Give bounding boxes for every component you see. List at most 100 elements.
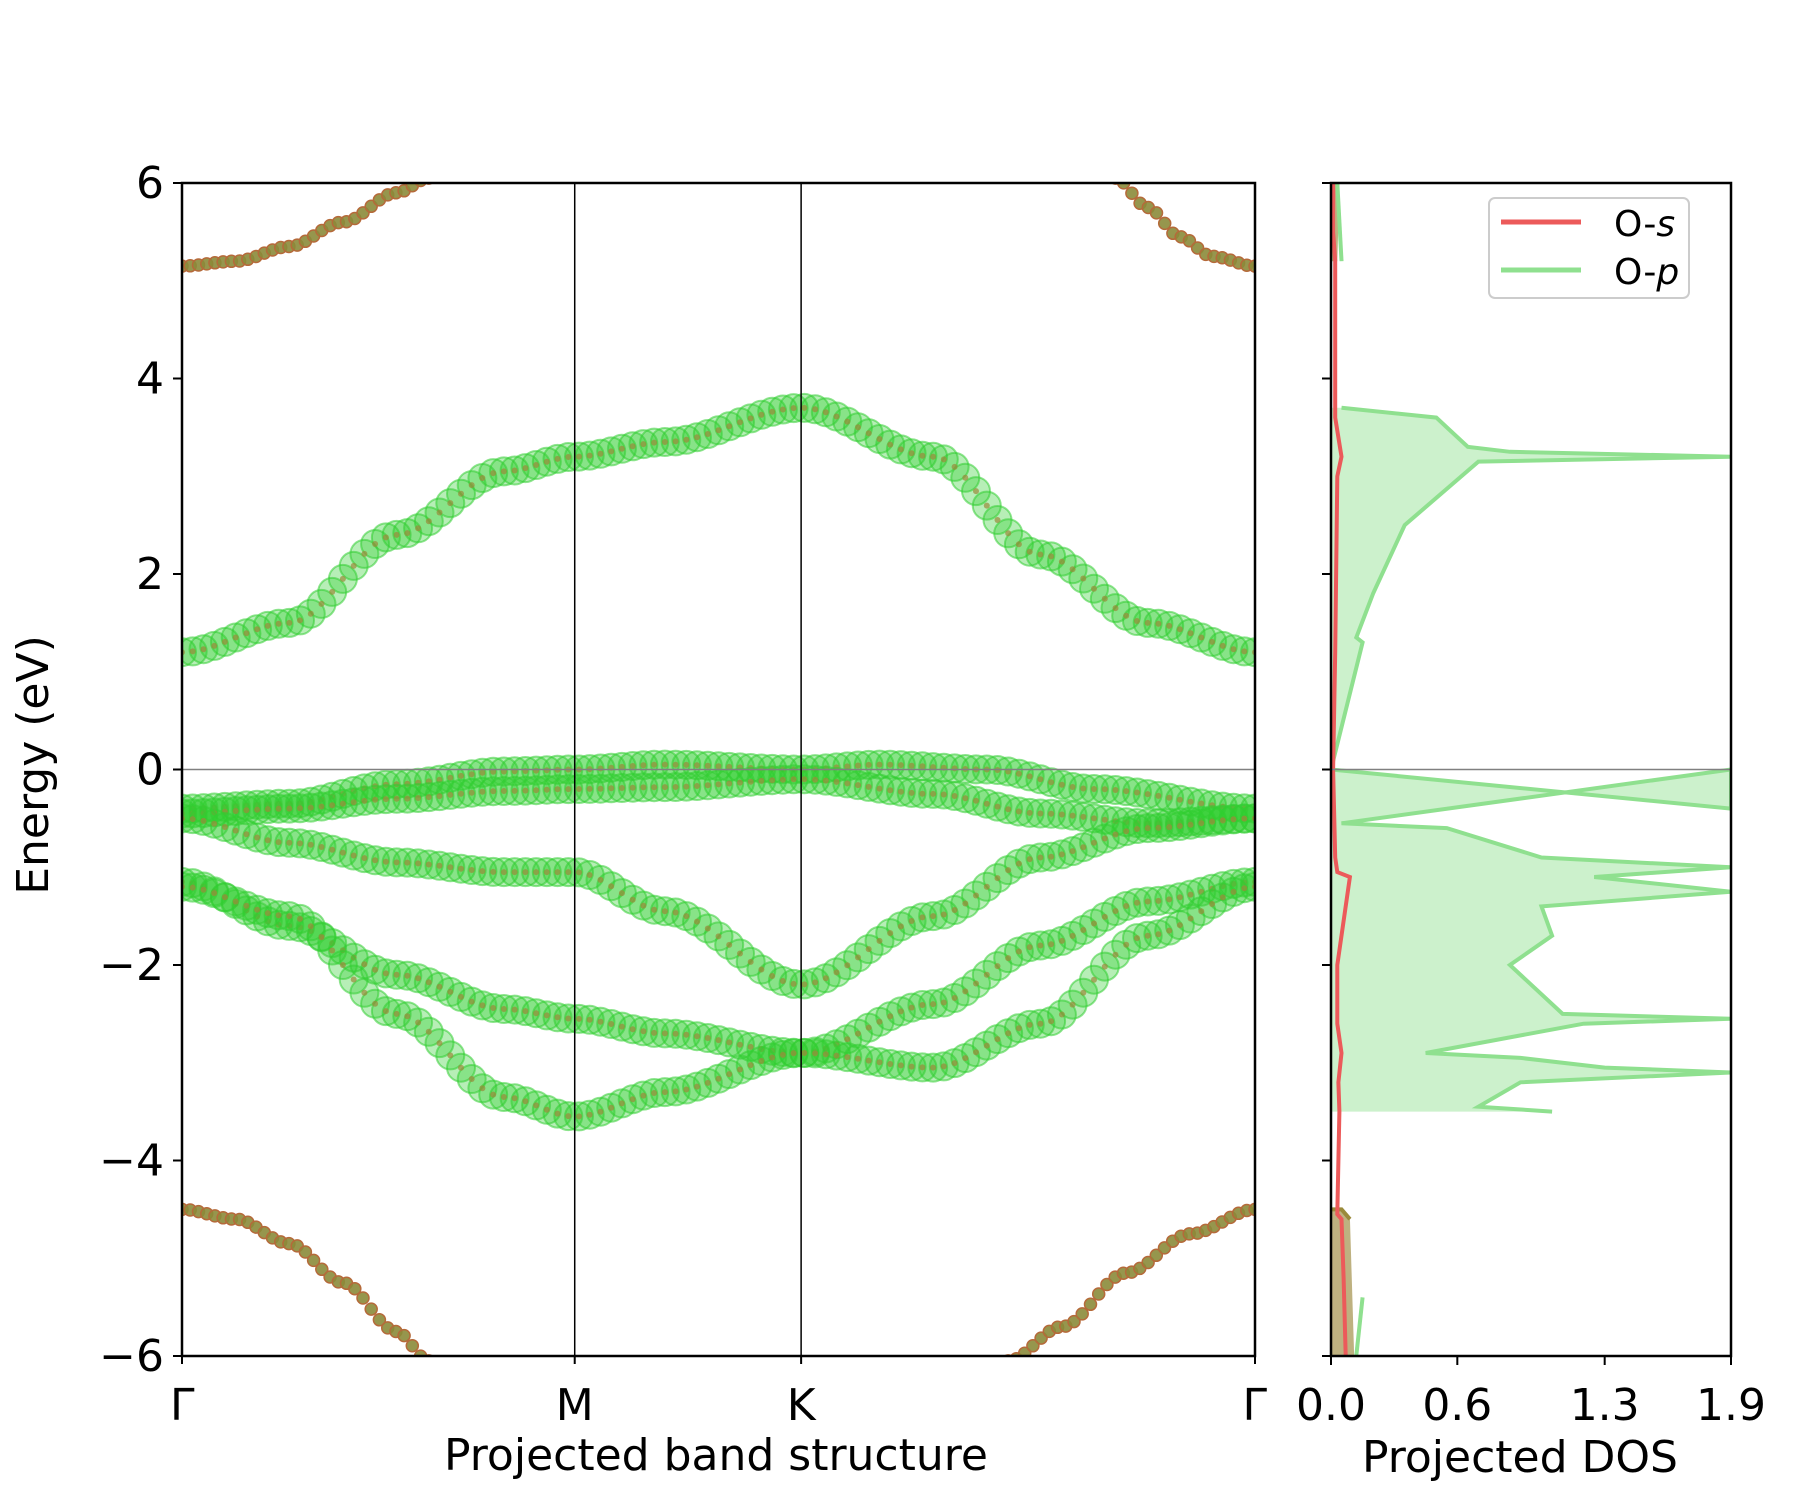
- o-s-inner-point: [769, 408, 776, 415]
- o-s-inner-point: [640, 784, 647, 791]
- o-s-inner-point: [897, 923, 904, 930]
- o-s-inner-point: [243, 902, 250, 909]
- o-s-inner-point: [661, 439, 668, 445]
- o-s-inner-point: [994, 963, 1001, 970]
- o-s-inner-point: [1069, 812, 1076, 819]
- o-s-inner-point: [1037, 810, 1044, 817]
- o-s-inner-point: [812, 979, 819, 986]
- o-s-inner-point: [855, 424, 861, 431]
- o-s-inner-point: [640, 1092, 647, 1099]
- o-s-inner-point: [1209, 818, 1216, 825]
- o-s-inner-point: [1091, 815, 1097, 822]
- o-s-inner-point: [586, 785, 593, 792]
- o-s-inner-point: [533, 869, 540, 876]
- o-s-inner-point: [737, 950, 743, 957]
- o-s-inner-point: [608, 883, 615, 890]
- o-s-inner-point: [618, 890, 625, 897]
- o-s-inner-point: [479, 1085, 486, 1092]
- o-s-inner-point: [801, 1050, 808, 1056]
- o-s-inner-point: [264, 837, 271, 844]
- o-s-inner-point: [500, 869, 507, 876]
- o-s-inner-point: [962, 900, 969, 907]
- o-s-inner-point: [726, 1071, 733, 1078]
- o-s-inner-point: [887, 1061, 894, 1067]
- o-s-inner-point: [865, 1024, 872, 1031]
- o-s-inner-point: [1005, 530, 1012, 537]
- o-s-inner-point: [211, 642, 218, 649]
- o-s-inner-point: [597, 1108, 604, 1115]
- o-s-inner-point: [565, 454, 572, 460]
- o-s-inner-point: [726, 941, 733, 948]
- o-s-inner-point: [618, 1023, 625, 1030]
- o-s-inner-point: [812, 776, 819, 783]
- o-s-inner-point: [404, 859, 411, 866]
- o-s-inner-point: [865, 430, 872, 437]
- o-s-inner-point: [597, 876, 604, 883]
- o-s-inner-point: [500, 1006, 507, 1012]
- o-s-inner-point: [425, 518, 432, 525]
- o-s-inner-point: [436, 862, 443, 869]
- o-s-inner-point: [715, 763, 722, 770]
- o-s-inner-point: [350, 976, 357, 983]
- o-s-inner-point: [382, 796, 389, 803]
- o-s-inner-point: [372, 1000, 379, 1007]
- o-s-inner-point: [1112, 908, 1119, 914]
- o-s-inner-point: [908, 918, 915, 924]
- o-s-point: [306, 1253, 321, 1268]
- o-s-inner-point: [447, 864, 454, 871]
- o-s-inner-point: [801, 404, 808, 411]
- o-s-inner-point: [726, 423, 733, 430]
- o-s-inner-point: [1101, 963, 1108, 970]
- o-s-inner-point: [329, 846, 336, 853]
- o-s-inner-point: [865, 1057, 872, 1064]
- o-s-inner-point: [297, 617, 303, 624]
- o-s-inner-point: [361, 550, 368, 557]
- o-s-inner-point: [1241, 815, 1248, 822]
- y-tick-label: 4: [136, 354, 164, 405]
- o-s-inner-point: [490, 1091, 497, 1098]
- pdos-x-tick-label: 0.6: [1422, 1380, 1492, 1431]
- o-s-inner-point: [1134, 789, 1140, 796]
- o-s-point: [1149, 1248, 1164, 1263]
- o-s-point: [1157, 216, 1172, 231]
- o-s-inner-point: [640, 902, 647, 909]
- o-s-inner-point: [576, 786, 582, 792]
- o-s-inner-point: [1101, 913, 1108, 920]
- o-s-inner-point: [415, 795, 422, 801]
- o-s-inner-point: [275, 805, 282, 812]
- o-s-inner-point: [1080, 575, 1087, 582]
- o-s-inner-point: [458, 790, 464, 797]
- o-s-inner-point: [393, 795, 400, 802]
- o-s-inner-point: [543, 458, 550, 465]
- o-s-inner-point: [393, 859, 400, 866]
- o-s-point: [356, 1291, 370, 1305]
- o-s-inner-point: [1155, 931, 1162, 938]
- o-s-inner-point: [1134, 935, 1140, 942]
- o-s-inner-point: [1015, 948, 1022, 955]
- o-s-inner-point: [779, 406, 786, 413]
- o-s-inner-point: [1005, 955, 1012, 962]
- band-xlabel: Projected band structure: [444, 1430, 988, 1481]
- o-s-inner-point: [339, 962, 346, 968]
- o-s-inner-point: [629, 443, 636, 450]
- o-s-inner-point: [962, 474, 969, 481]
- o-s-inner-point: [468, 482, 475, 489]
- o-s-inner-point: [1101, 835, 1108, 842]
- o-s-inner-point: [758, 1058, 765, 1064]
- o-s-inner-point: [651, 439, 658, 446]
- o-s-inner-point: [318, 844, 325, 850]
- o-s-inner-point: [1219, 894, 1226, 901]
- o-s-inner-point: [1069, 932, 1076, 939]
- o-s-inner-point: [468, 998, 475, 1005]
- o-s-inner-point: [479, 788, 486, 795]
- o-s-inner-point: [1069, 566, 1076, 573]
- o-s-inner-point: [833, 969, 840, 976]
- o-s-inner-point: [1209, 901, 1216, 907]
- legend-label-o-p-prefix: O-: [1614, 252, 1656, 293]
- o-s-inner-point: [855, 762, 861, 769]
- pdos-x-tick-label: 0.0: [1296, 1380, 1366, 1431]
- o-s-inner-point: [232, 808, 239, 814]
- o-s-inner-point: [490, 788, 497, 795]
- o-s-point: [348, 1281, 362, 1296]
- o-s-point: [1075, 1307, 1089, 1321]
